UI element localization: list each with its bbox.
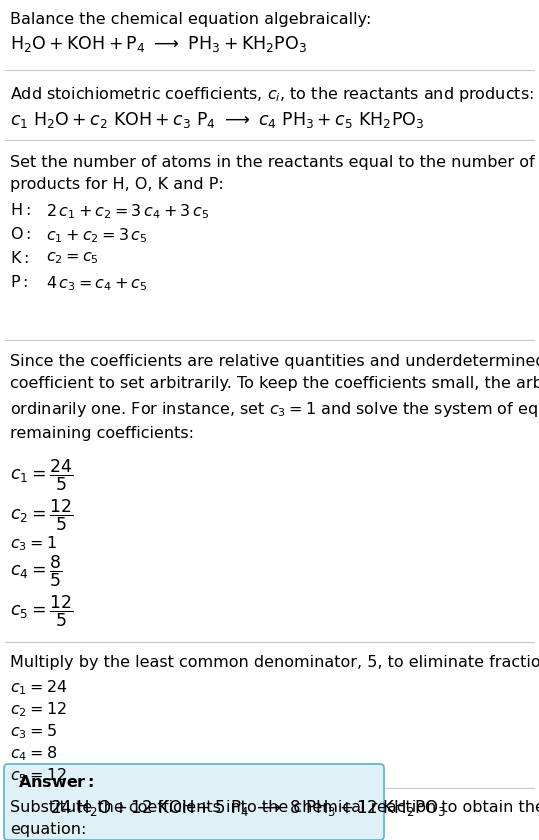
Text: $c_3 = 5$: $c_3 = 5$ <box>10 722 57 741</box>
Text: $\mathbf{Answer:}$: $\mathbf{Answer:}$ <box>18 774 94 790</box>
Text: Multiply by the least common denominator, 5, to eliminate fractional coefficient: Multiply by the least common denominator… <box>10 655 539 670</box>
Text: $c_3 = 1$: $c_3 = 1$ <box>10 534 57 553</box>
Text: Since the coefficients are relative quantities and underdetermined, choose a
coe: Since the coefficients are relative quan… <box>10 354 539 441</box>
Text: $c_5 = 12$: $c_5 = 12$ <box>10 766 67 785</box>
Text: $\mathrm{H:}$: $\mathrm{H:}$ <box>10 202 31 218</box>
Text: $\mathrm{P:}$: $\mathrm{P:}$ <box>10 274 28 290</box>
FancyBboxPatch shape <box>4 764 384 840</box>
Text: $c_2 = c_5$: $c_2 = c_5$ <box>46 250 99 265</box>
Text: $24\ \mathrm{H_2O} + 12\ \mathrm{KOH} + 5\ \mathrm{P_4}\ \longrightarrow\ 8\ \ma: $24\ \mathrm{H_2O} + 12\ \mathrm{KOH} + … <box>50 798 446 818</box>
Text: Add stoichiometric coefficients, $c_i$, to the reactants and products:: Add stoichiometric coefficients, $c_i$, … <box>10 85 534 104</box>
Text: $\mathrm{H_2O + KOH + P_4 \ \longrightarrow \ PH_3 + KH_2PO_3}$: $\mathrm{H_2O + KOH + P_4 \ \longrightar… <box>10 34 307 54</box>
Text: $\mathrm{K:}$: $\mathrm{K:}$ <box>10 250 29 266</box>
Text: $c_2 = \dfrac{12}{5}$: $c_2 = \dfrac{12}{5}$ <box>10 498 73 533</box>
Text: $c_1 = \dfrac{24}{5}$: $c_1 = \dfrac{24}{5}$ <box>10 458 73 493</box>
Text: $2\,c_1 + c_2 = 3\,c_4 + 3\,c_5$: $2\,c_1 + c_2 = 3\,c_4 + 3\,c_5$ <box>46 202 209 221</box>
Text: $c_2 = 12$: $c_2 = 12$ <box>10 700 67 719</box>
Text: $\mathrm{O:}$: $\mathrm{O:}$ <box>10 226 31 242</box>
Text: Set the number of atoms in the reactants equal to the number of atoms in the
pro: Set the number of atoms in the reactants… <box>10 155 539 192</box>
Text: $c_4 = 8$: $c_4 = 8$ <box>10 744 57 763</box>
Text: $4\,c_3 = c_4 + c_5$: $4\,c_3 = c_4 + c_5$ <box>46 274 148 292</box>
Text: $c_1 = 24$: $c_1 = 24$ <box>10 678 67 696</box>
Text: $c_4 = \dfrac{8}{5}$: $c_4 = \dfrac{8}{5}$ <box>10 554 62 590</box>
Text: $c_1 + c_2 = 3\,c_5$: $c_1 + c_2 = 3\,c_5$ <box>46 226 148 244</box>
Text: $c_5 = \dfrac{12}{5}$: $c_5 = \dfrac{12}{5}$ <box>10 594 73 629</box>
Text: Balance the chemical equation algebraically:: Balance the chemical equation algebraica… <box>10 12 371 27</box>
Text: Substitute the coefficients into the chemical reaction to obtain the balanced
eq: Substitute the coefficients into the che… <box>10 800 539 837</box>
Text: $c_1\ \mathrm{H_2O} + c_2\ \mathrm{KOH} + c_3\ \mathrm{P_4}\ \longrightarrow\ c_: $c_1\ \mathrm{H_2O} + c_2\ \mathrm{KOH} … <box>10 110 424 130</box>
